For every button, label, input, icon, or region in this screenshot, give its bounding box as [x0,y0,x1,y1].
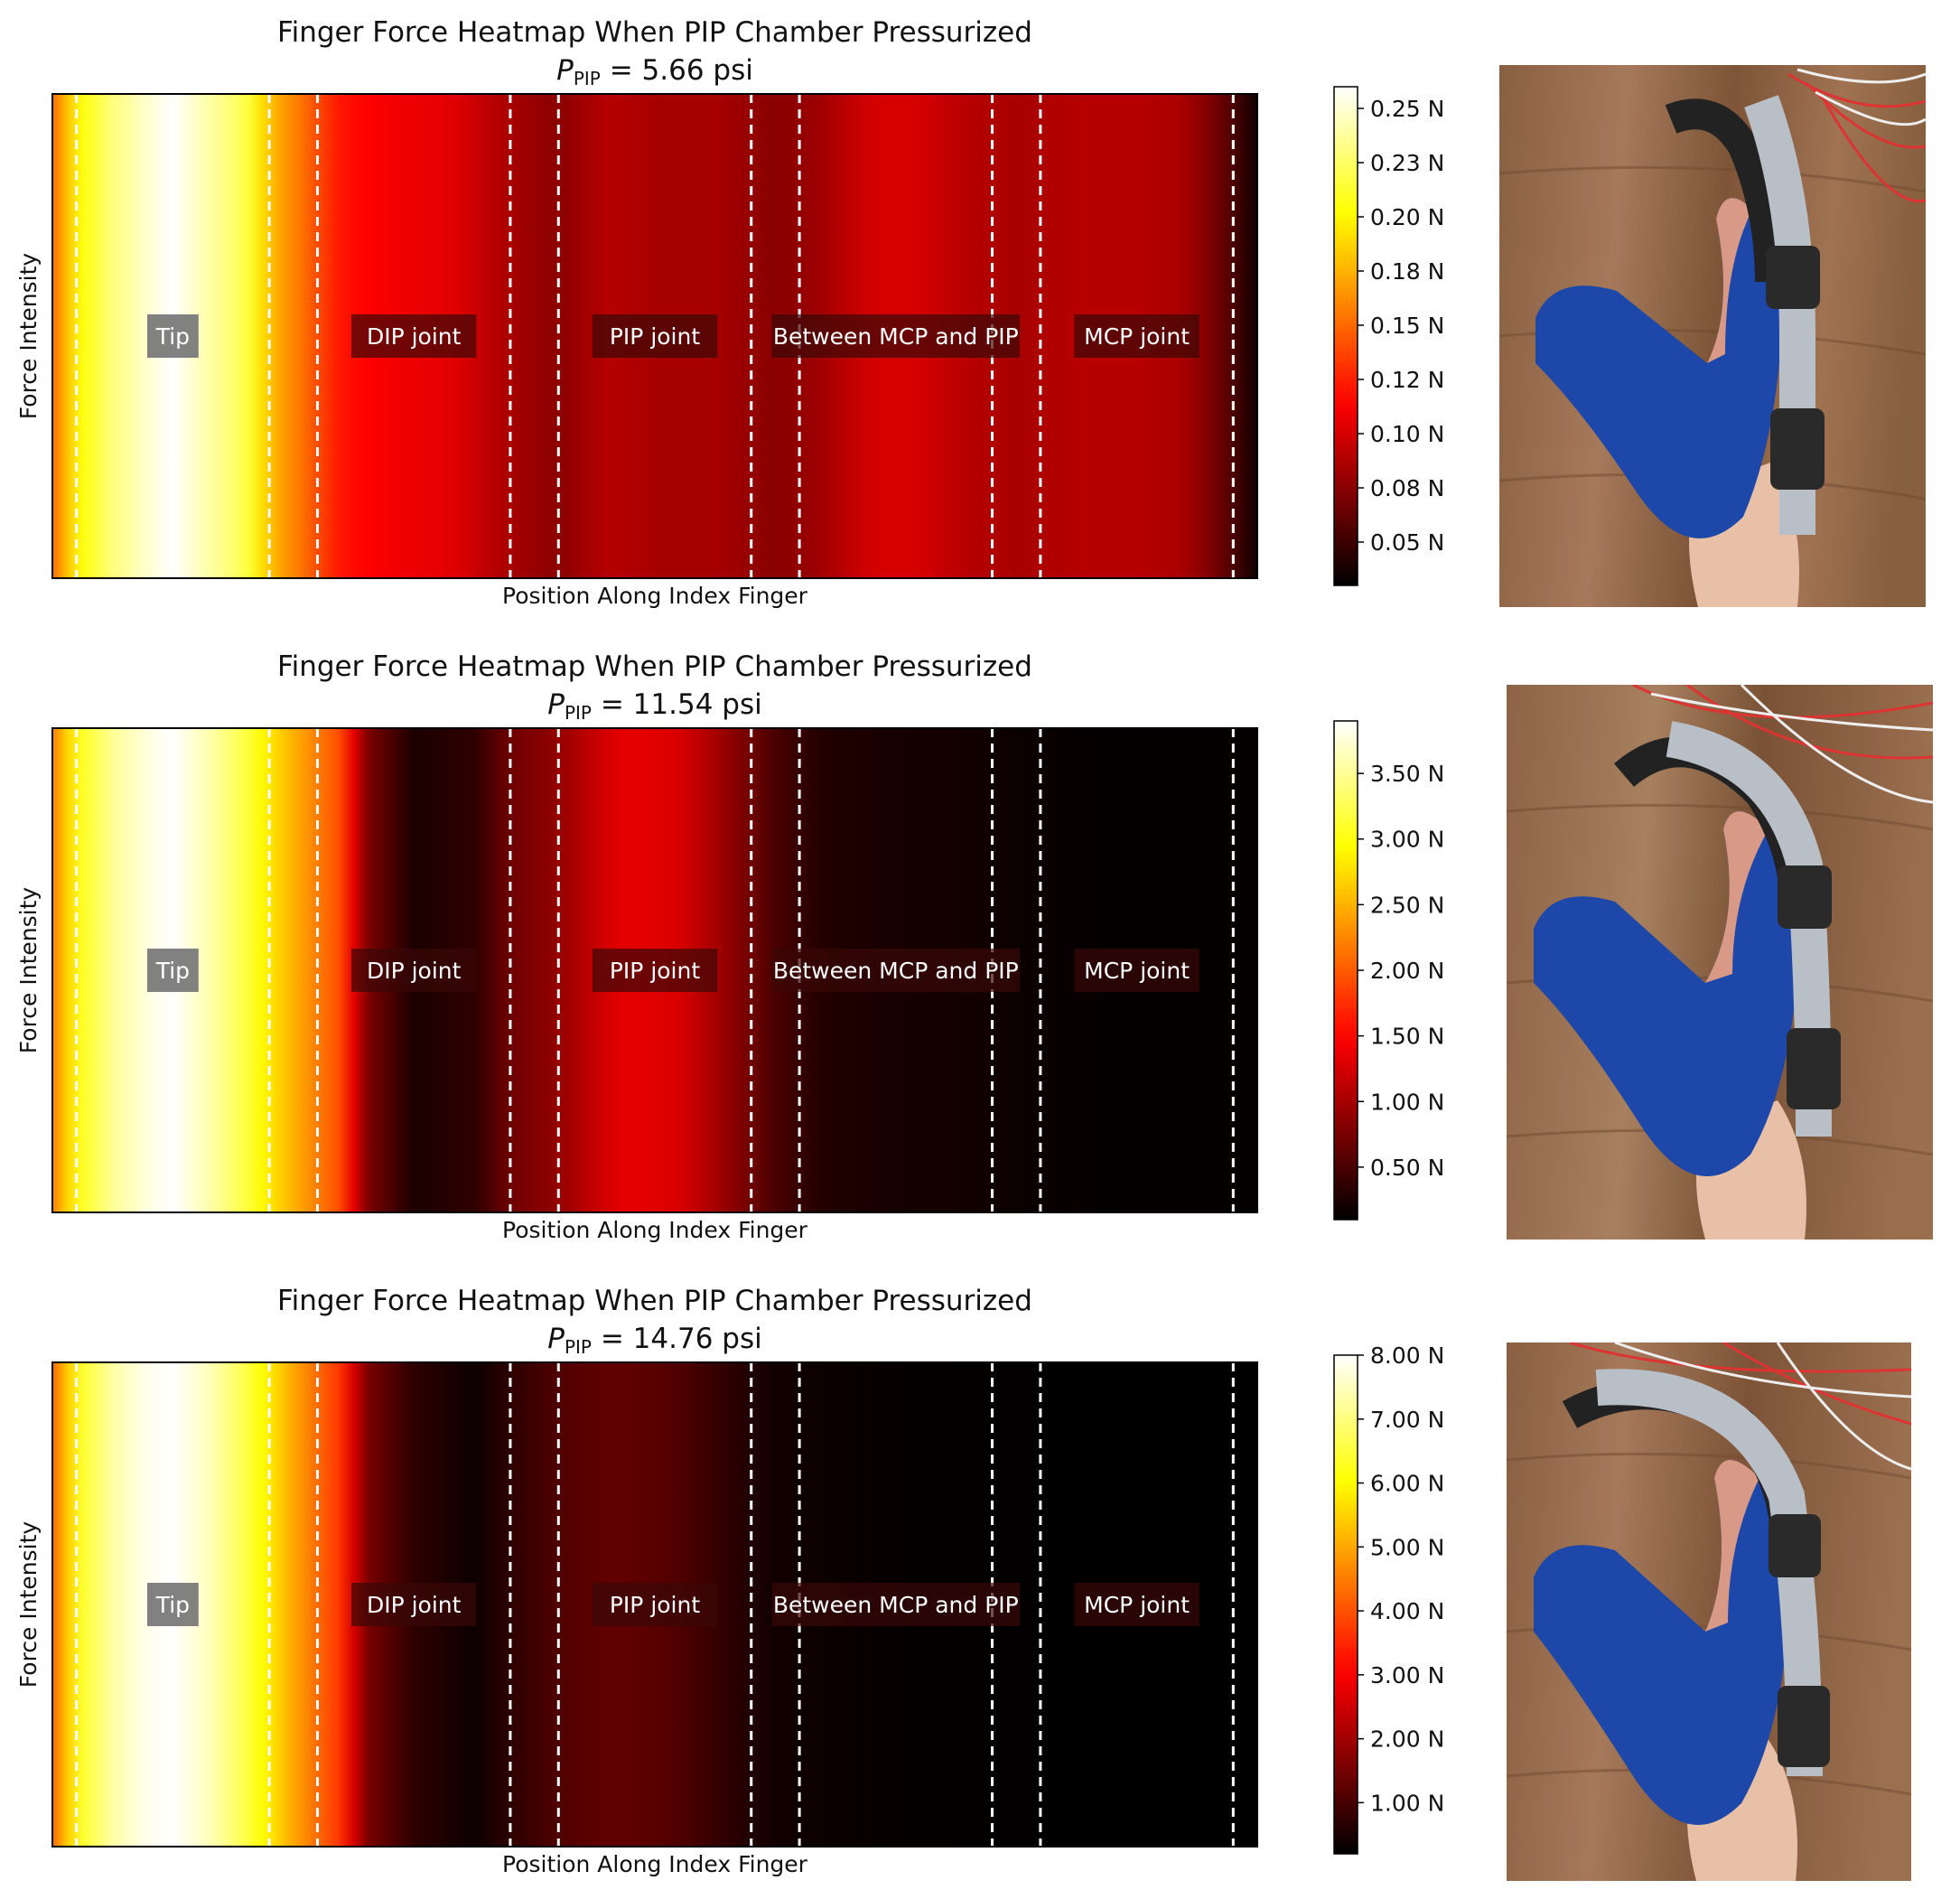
svg-text:MCP joint: MCP joint [1084,323,1190,350]
svg-text:Tip: Tip [155,323,190,350]
svg-text:PIP joint: PIP joint [610,958,701,984]
plot-frame [51,727,1258,1213]
chart-title: Finger Force Heatmap When PIP Chamber Pr… [277,1285,1032,1317]
svg-text:MCP joint: MCP joint [1084,1592,1190,1618]
svg-text:Tip: Tip [155,958,190,984]
region-label-between-mcp-and-pip: Between MCP and PIP [771,314,1020,358]
colorbar-tick-label: 1.00 N [1370,1089,1444,1115]
colorbar-tick-label: 0.12 N [1370,367,1444,393]
colorbar [1333,1354,1358,1855]
colorbar-tick-label: 3.00 N [1370,1662,1444,1689]
svg-text:DIP joint: DIP joint [367,1592,462,1618]
region-label-dip-joint: DIP joint [351,314,477,358]
region-label-between-mcp-and-pip: Between MCP and PIP [771,949,1020,992]
colorbar-tick-label: 0.23 N [1370,150,1444,176]
svg-text:Tip: Tip [155,1592,190,1618]
region-label-tip: Tip [147,314,199,358]
colorbar-tick-label: 3.50 N [1370,761,1444,787]
svg-text:Between MCP and PIP: Between MCP and PIP [773,323,1019,350]
heatmap-chart-3: Finger Force Heatmap When PIP Chamber Pr… [15,1285,1444,1877]
colorbar-tick-label: 0.08 N [1370,475,1444,501]
heatmap-chart-2: Finger Force Heatmap When PIP Chamber Pr… [15,650,1444,1243]
region-label-pip-joint: PIP joint [592,314,718,358]
chart-panel-3: Finger Force Heatmap When PIP Chamber Pr… [0,1268,1481,1892]
region-label-tip: Tip [147,949,199,992]
chart-panel-2: Finger Force Heatmap When PIP Chamber Pr… [0,634,1481,1258]
svg-text:Between MCP and PIP: Between MCP and PIP [773,958,1019,984]
region-label-between-mcp-and-pip: Between MCP and PIP [771,1583,1020,1626]
colorbar-tick-label: 0.10 N [1370,421,1444,447]
colorbar-tick-label: 6.00 N [1370,1471,1444,1497]
colorbar-tick-label: 3.00 N [1370,827,1444,853]
heatmap-chart-1: Finger Force Heatmap When PIP Chamber Pr… [15,16,1444,609]
chart-subtitle: PPIP = 14.76 psi [547,1323,761,1358]
glove-photo-3 [1507,1342,1911,1881]
plot-frame [51,93,1258,579]
colorbar-tick-label: 0.25 N [1370,96,1444,122]
region-label-dip-joint: DIP joint [351,949,477,992]
svg-text:Between MCP and PIP: Between MCP and PIP [773,1592,1019,1618]
region-label-pip-joint: PIP joint [592,949,718,992]
colorbar-tick-label: 1.00 N [1370,1790,1444,1816]
x-axis-label: Position Along Index Finger [502,1851,808,1877]
chart-panel-1: Finger Force Heatmap When PIP Chamber Pr… [0,0,1481,623]
svg-text:DIP joint: DIP joint [367,958,462,984]
colorbar-tick-label: 0.50 N [1370,1155,1444,1181]
colorbar-tick-label: 2.00 N [1370,1726,1444,1753]
colorbar-tick-label: 0.20 N [1370,204,1444,230]
region-label-tip: Tip [147,1583,199,1626]
y-axis-label: Force Intensity [15,887,42,1054]
region-label-dip-joint: DIP joint [351,1583,477,1626]
region-label-mcp-joint: MCP joint [1074,949,1199,992]
colorbar-tick-label: 0.18 N [1370,258,1444,285]
colorbar-tick-label: 8.00 N [1370,1342,1444,1369]
colorbar-tick-label: 1.50 N [1370,1024,1444,1050]
plot-frame [51,1361,1258,1848]
colorbar-tick-label: 2.00 N [1370,958,1444,984]
glove-photo-1 [1499,65,1926,607]
svg-text:DIP joint: DIP joint [367,323,462,350]
svg-text:MCP joint: MCP joint [1084,958,1190,984]
colorbar [1333,720,1358,1221]
colorbar-tick-label: 4.00 N [1370,1598,1444,1624]
colorbar-tick-label: 5.00 N [1370,1534,1444,1560]
svg-text:PIP joint: PIP joint [610,1592,701,1618]
colorbar-tick-label: 2.50 N [1370,892,1444,918]
chart-subtitle: PPIP = 11.54 psi [547,688,761,724]
colorbar [1333,86,1358,586]
colorbar-tick-label: 0.05 N [1370,529,1444,556]
y-axis-label: Force Intensity [15,1521,42,1689]
x-axis-label: Position Along Index Finger [502,1217,808,1243]
region-label-mcp-joint: MCP joint [1074,1583,1199,1626]
region-label-mcp-joint: MCP joint [1074,314,1199,358]
chart-subtitle: PPIP = 5.66 psi [556,54,753,89]
glove-photo-2 [1507,685,1933,1239]
colorbar-tick-label: 0.15 N [1370,313,1444,339]
chart-title: Finger Force Heatmap When PIP Chamber Pr… [277,16,1032,49]
chart-title: Finger Force Heatmap When PIP Chamber Pr… [277,650,1032,683]
x-axis-label: Position Along Index Finger [502,583,808,609]
region-label-pip-joint: PIP joint [592,1583,718,1626]
svg-text:PIP joint: PIP joint [610,323,701,350]
y-axis-label: Force Intensity [15,253,42,420]
colorbar-tick-label: 7.00 N [1370,1407,1444,1433]
